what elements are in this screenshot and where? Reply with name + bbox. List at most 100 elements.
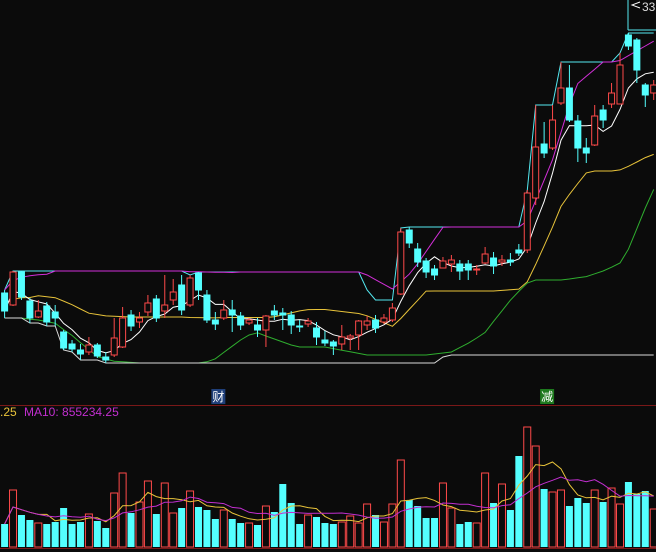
- candle-body: [313, 327, 321, 338]
- candle: [60, 330, 68, 350]
- volume-bar: [447, 507, 456, 548]
- volume-bar: [194, 507, 202, 547]
- candle-body: [119, 317, 127, 348]
- volume-bar: [270, 512, 278, 547]
- candle: [287, 311, 295, 334]
- volume-bar: [160, 482, 169, 548]
- candle-body: [633, 39, 641, 71]
- candle: [329, 340, 337, 355]
- candle: [220, 300, 228, 320]
- volume-bar: [599, 502, 607, 547]
- candle-body: [549, 119, 557, 149]
- candle-body: [169, 291, 177, 301]
- volume-bar: [531, 445, 540, 548]
- candle-body: [152, 298, 160, 319]
- candle: [405, 227, 413, 248]
- candle-body: [582, 147, 590, 154]
- volume-bar: [396, 459, 405, 548]
- volume-ma-lines: [4, 461, 654, 525]
- candle: [447, 255, 455, 272]
- volume-bar: [43, 524, 51, 547]
- candle: [85, 337, 93, 355]
- volume-bar: [84, 513, 93, 548]
- candle-body: [439, 260, 447, 269]
- candle-body: [456, 263, 464, 272]
- volume-ma10-legend: MA10: 855234.25: [24, 405, 119, 419]
- candle: [76, 344, 84, 360]
- candle-body: [515, 249, 523, 254]
- volume-bar: [354, 522, 363, 548]
- candle: [591, 105, 599, 146]
- candle-body: [498, 259, 506, 263]
- candles: [1, 33, 656, 363]
- volume-bar: [51, 522, 59, 547]
- candle: [161, 275, 169, 318]
- volume-bar: [431, 518, 439, 547]
- candle: [582, 138, 590, 163]
- candle-body: [144, 302, 152, 313]
- candle-body: [414, 248, 422, 263]
- candle: [641, 83, 649, 107]
- candle: [169, 279, 177, 305]
- event-marker[interactable]: 财: [212, 390, 224, 404]
- volume-bar: [219, 509, 228, 548]
- candle: [1, 290, 9, 318]
- volume-ma5-legend: .25: [0, 405, 17, 419]
- candle: [279, 308, 287, 330]
- volume-bar: [615, 503, 624, 548]
- candle: [363, 316, 371, 330]
- candle: [616, 53, 624, 105]
- candle-body: [532, 146, 540, 199]
- candle-body: [51, 311, 59, 319]
- volume-bar: [363, 503, 372, 548]
- candle-body: [523, 192, 531, 251]
- candle: [9, 271, 17, 306]
- line-upper-smooth: [4, 40, 654, 291]
- candle-body: [1, 292, 9, 312]
- candle: [26, 298, 34, 323]
- candle-body: [557, 87, 565, 104]
- volume-bar: [472, 522, 481, 548]
- candle: [599, 105, 607, 128]
- candle-body: [372, 319, 380, 329]
- candle-body: [287, 314, 295, 326]
- candle: [608, 83, 616, 108]
- candle: [515, 244, 523, 256]
- candle: [540, 122, 548, 158]
- volume-bar: [574, 498, 582, 547]
- candle-body: [60, 331, 68, 349]
- volume-bar: [68, 524, 76, 547]
- candle: [254, 318, 261, 337]
- volume-bar: [456, 524, 464, 547]
- candle-body: [9, 271, 17, 306]
- candle: [464, 260, 472, 280]
- candle-body: [194, 272, 202, 291]
- candle-body: [161, 304, 169, 312]
- volume-bar: [17, 515, 25, 547]
- candle: [439, 257, 447, 269]
- candle-body: [388, 307, 396, 321]
- volume-bar: [287, 503, 295, 547]
- candle-body: [203, 294, 211, 321]
- candle-body: [296, 325, 304, 328]
- volume-bar: [346, 515, 355, 548]
- line-mid: [4, 153, 654, 327]
- candle: [110, 318, 118, 357]
- candle: [422, 258, 430, 278]
- candle-body: [26, 300, 34, 319]
- volume-bar: [245, 522, 254, 548]
- candle-body: [220, 309, 228, 319]
- volume-bar: [237, 523, 245, 547]
- candle: [346, 334, 354, 350]
- volume-bar: [1, 524, 9, 547]
- candle: [490, 252, 498, 274]
- event-marker[interactable]: 减: [541, 390, 553, 404]
- candle-body: [464, 263, 472, 271]
- candle-body: [110, 337, 118, 356]
- volume-bar: [261, 505, 270, 548]
- event-marker-bg: [211, 389, 226, 404]
- candle: [481, 247, 489, 264]
- volume-bar: [515, 456, 523, 547]
- candle-body: [506, 259, 514, 263]
